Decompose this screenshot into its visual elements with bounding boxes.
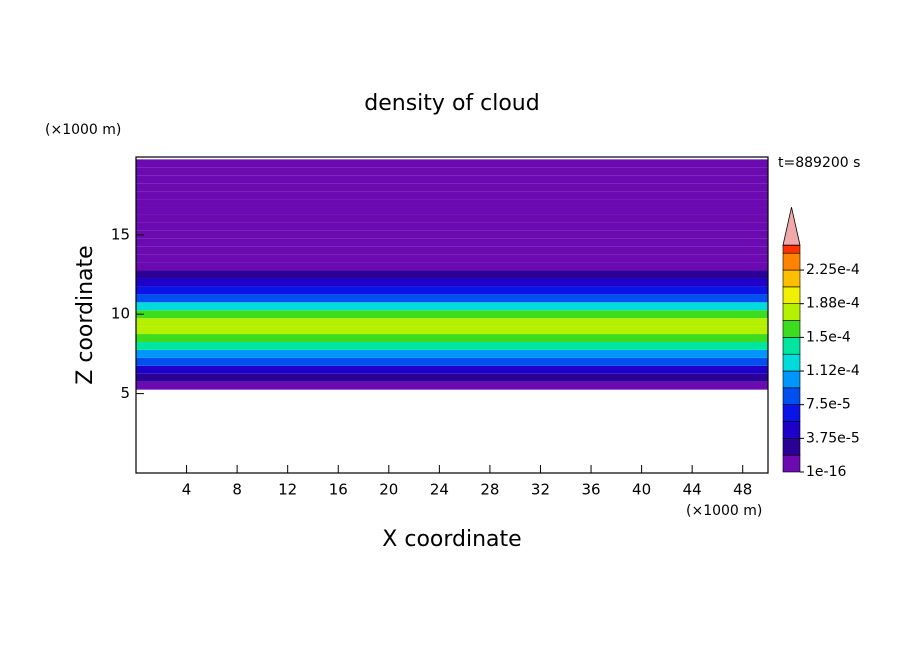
colorbar-tick-label: 2.25e-4 (806, 262, 860, 278)
contour-band (136, 159, 768, 168)
colorbar-tick-label: 1.5e-4 (806, 329, 851, 345)
contour-band (136, 373, 768, 382)
contour-band (136, 222, 768, 231)
contour-band (136, 214, 768, 223)
contour-band (136, 286, 768, 295)
x-tick-label: 36 (581, 481, 600, 499)
contour-band (136, 270, 768, 279)
y-tick-label: 15 (111, 225, 130, 243)
contour-band (136, 310, 768, 319)
colorbar-over-arrow (782, 207, 801, 246)
contour-band (136, 341, 768, 350)
x-tick-label: 40 (632, 481, 651, 499)
contour-band (136, 175, 768, 184)
contour-band (136, 326, 768, 335)
colorbar-tick-label: 3.75e-5 (806, 430, 860, 446)
x-unit: (×1000 m) (686, 503, 762, 519)
contour-band (136, 262, 768, 271)
contour-band (136, 183, 768, 192)
time-label: t=889200 s (778, 155, 860, 171)
colorbar-bin (782, 337, 801, 355)
x-tick-label: 12 (278, 481, 297, 499)
x-tick-label: 32 (531, 481, 550, 499)
x-tick-label: 16 (329, 481, 348, 499)
colorbar-bin (782, 353, 801, 372)
y-tick-label: 5 (120, 384, 130, 402)
contour-band (136, 302, 768, 311)
colorbar-tick-label: 7.5e-5 (806, 397, 851, 413)
y-tick-label: 10 (111, 305, 130, 323)
contour-band (136, 365, 768, 374)
contour-band (136, 238, 768, 247)
colorbar-bin (782, 454, 801, 473)
y-axis-title: Z coordinate (73, 245, 98, 384)
colorbar-tick-label: 1.12e-4 (806, 363, 860, 379)
contour-field (136, 159, 768, 390)
contour-band (136, 246, 768, 255)
x-tick-label: 24 (430, 481, 449, 499)
colorbar-bin (782, 244, 801, 254)
contour-band (136, 199, 768, 208)
colorbar-bin (782, 370, 801, 389)
colorbar-bin (782, 387, 801, 405)
contour-band (136, 278, 768, 287)
x-axis-title: X coordinate (382, 527, 521, 552)
colorbar-bin (782, 303, 801, 321)
y-unit: (×1000 m) (45, 122, 121, 138)
plot-frame (135, 156, 769, 474)
contour-band (136, 207, 768, 215)
x-tick-label: 44 (683, 481, 702, 499)
contour-band (136, 230, 768, 239)
x-tick-label: 20 (379, 481, 398, 499)
colorbar-bin (782, 286, 801, 304)
contour-band (136, 294, 768, 303)
colorbar-bin (782, 269, 801, 288)
colorbar-bin (782, 320, 801, 338)
colorbar-tick-label: 1e-16 (806, 464, 846, 480)
contour-band (136, 357, 768, 366)
contour-band (136, 167, 768, 176)
x-tick-label: 4 (182, 481, 192, 499)
contour-band (136, 334, 768, 342)
colorbar-bin (782, 421, 801, 439)
x-tick-label: 28 (480, 481, 499, 499)
colorbar-bin (782, 252, 801, 271)
x-tick-label: 48 (733, 481, 752, 499)
colorbar-bin (782, 438, 801, 456)
x-tick-label: 8 (232, 481, 242, 499)
contour-band (136, 381, 768, 390)
colorbar-bin (782, 404, 801, 422)
contour-band (136, 191, 768, 200)
contour-band (136, 254, 768, 263)
contour-band (136, 318, 768, 327)
contour-band (136, 349, 768, 358)
chart-title: density of cloud (364, 91, 539, 116)
colorbar-tick-label: 1.88e-4 (806, 296, 860, 312)
